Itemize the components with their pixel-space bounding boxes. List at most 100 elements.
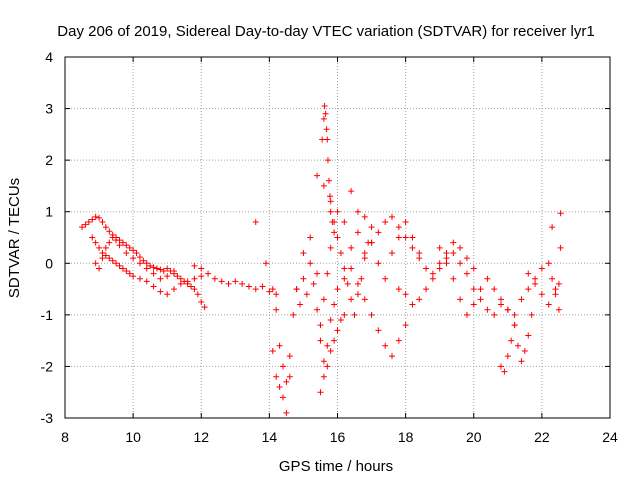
data-point	[99, 219, 106, 226]
data-point	[416, 249, 423, 256]
data-point	[525, 286, 532, 293]
data-point	[532, 275, 539, 282]
data-point	[337, 317, 344, 324]
data-point	[160, 268, 167, 275]
data-point	[171, 286, 177, 293]
data-point	[552, 286, 559, 293]
data-point	[389, 213, 395, 220]
data-point	[389, 249, 395, 256]
data-point	[450, 239, 457, 246]
data-point	[361, 213, 368, 220]
y-tick-label: 1	[45, 204, 53, 220]
data-point	[395, 337, 402, 344]
data-point	[331, 229, 338, 236]
x-tick-label: 24	[602, 429, 618, 445]
data-points	[79, 102, 564, 416]
data-point	[252, 286, 259, 293]
data-point	[409, 301, 416, 308]
data-point	[303, 291, 310, 298]
data-point	[259, 283, 266, 290]
data-point	[402, 322, 409, 329]
y-tick-label: 0	[45, 255, 53, 271]
data-point	[324, 157, 331, 164]
data-point	[106, 255, 113, 262]
data-point	[443, 255, 450, 262]
data-point	[382, 342, 389, 349]
data-point	[191, 262, 198, 269]
data-point	[477, 286, 484, 293]
data-point	[545, 260, 552, 267]
data-point	[504, 306, 511, 313]
data-point	[557, 244, 564, 251]
data-point	[327, 317, 334, 324]
data-point	[157, 288, 164, 295]
data-point	[82, 221, 89, 228]
data-point	[334, 286, 341, 293]
data-point	[389, 353, 395, 360]
data-point	[395, 286, 402, 293]
data-point	[463, 270, 470, 277]
data-point	[205, 270, 212, 277]
data-point	[269, 347, 276, 354]
data-point	[351, 311, 358, 318]
data-point	[354, 291, 361, 298]
data-point	[99, 249, 106, 256]
data-point	[320, 373, 327, 380]
data-point	[211, 275, 218, 282]
data-point	[395, 234, 402, 241]
data-point	[297, 301, 304, 308]
x-tick-label: 12	[193, 429, 209, 445]
data-point	[191, 275, 198, 282]
data-point	[262, 260, 269, 267]
data-point	[276, 342, 283, 349]
data-point	[116, 262, 123, 269]
data-point	[321, 102, 328, 109]
data-point	[429, 270, 436, 277]
data-point	[436, 265, 443, 272]
data-point	[436, 244, 443, 251]
data-point	[324, 342, 331, 349]
data-point	[528, 311, 535, 318]
data-point	[331, 301, 338, 308]
data-point	[252, 219, 259, 226]
data-point	[416, 296, 423, 303]
data-point	[225, 280, 232, 287]
data-point	[354, 229, 361, 236]
data-point	[348, 188, 355, 195]
data-point	[463, 255, 470, 262]
data-point	[463, 311, 470, 318]
y-tick-label: 2	[45, 152, 53, 168]
data-point	[130, 247, 137, 254]
y-tick-label: -2	[41, 358, 54, 374]
data-point	[557, 210, 564, 217]
data-point	[395, 224, 402, 231]
data-point	[239, 280, 246, 287]
data-point	[470, 286, 477, 293]
data-point	[276, 384, 283, 391]
data-point	[501, 368, 508, 375]
data-point	[545, 301, 552, 308]
data-point	[491, 311, 498, 318]
data-point	[150, 270, 157, 277]
data-point	[92, 213, 99, 220]
data-point	[143, 265, 150, 272]
data-point	[317, 389, 324, 396]
data-point	[109, 257, 116, 264]
data-point	[96, 214, 103, 221]
data-point	[116, 242, 123, 249]
data-point	[280, 394, 286, 401]
data-point	[361, 255, 368, 262]
data-point	[123, 268, 130, 275]
data-point	[341, 275, 348, 282]
data-point	[198, 298, 205, 305]
data-point	[184, 278, 191, 285]
data-point	[327, 198, 334, 205]
data-point	[96, 244, 103, 251]
data-point	[341, 311, 348, 318]
data-point	[443, 260, 450, 267]
data-point	[198, 273, 205, 280]
data-point	[150, 283, 157, 290]
data-point	[102, 244, 109, 251]
